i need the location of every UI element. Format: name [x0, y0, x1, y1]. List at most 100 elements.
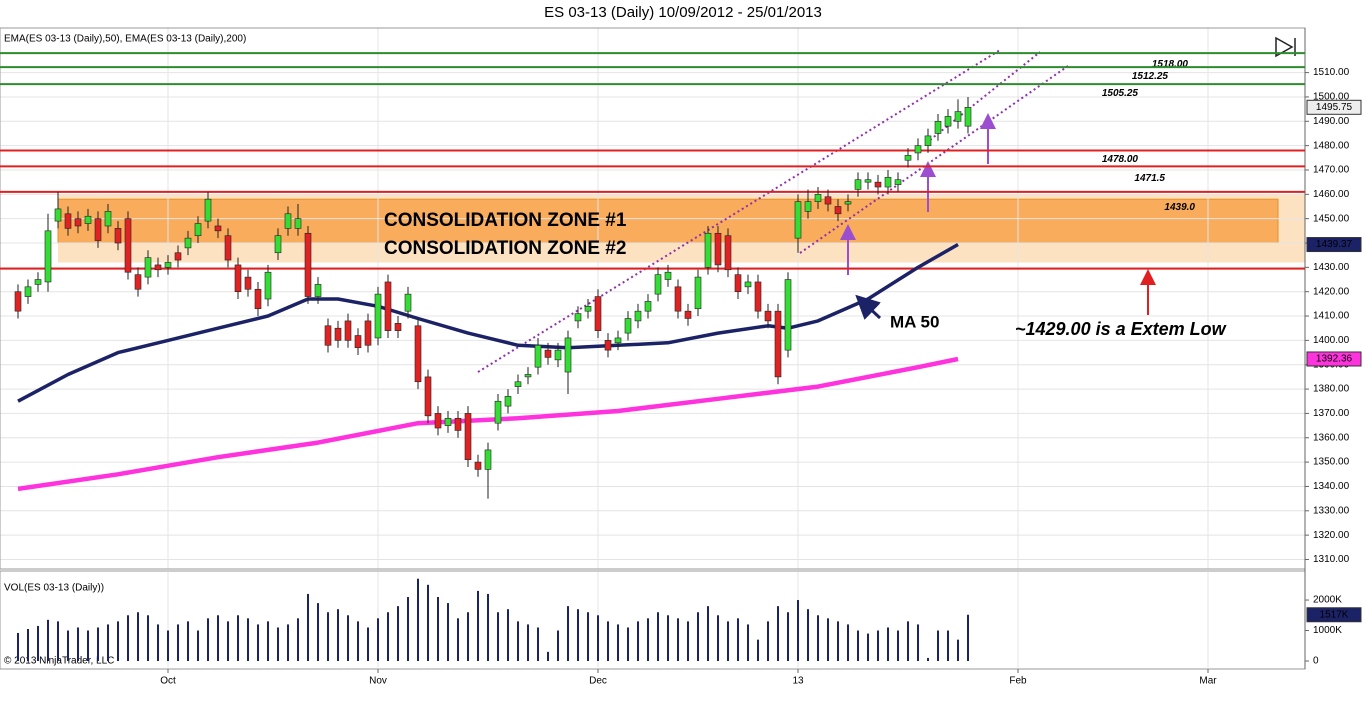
y-tick-label: 1420.00 — [1313, 286, 1350, 297]
candle-body — [424, 376, 432, 417]
candle-body — [244, 276, 252, 290]
level-label: 1505.25 — [1102, 88, 1139, 99]
y-tick-label: 1360.00 — [1313, 432, 1350, 443]
level-label: 1478.00 — [1102, 154, 1139, 165]
zone-note: 1439.0 — [1164, 202, 1195, 213]
candle-body — [334, 327, 342, 341]
ema-line — [17, 242, 959, 403]
candle-body — [734, 274, 742, 292]
candle-body — [414, 325, 422, 383]
volume-tick-label: 0 — [1313, 656, 1319, 667]
candle-body — [84, 215, 92, 224]
candle-body — [644, 301, 652, 312]
candle-body — [844, 201, 852, 205]
y-tick-label: 1510.00 — [1313, 67, 1350, 78]
candle-body — [104, 211, 112, 227]
candle-body — [454, 417, 462, 431]
annotation: MA 50 — [890, 312, 939, 331]
y-tick-label: 1480.00 — [1313, 140, 1350, 151]
channel-line — [477, 49, 1001, 373]
candle-body — [814, 194, 822, 202]
candle-body — [604, 340, 612, 351]
candle-body — [94, 218, 102, 241]
candle-body — [374, 293, 382, 339]
candle-body — [384, 281, 392, 331]
level-label: 1512.25 — [1132, 71, 1169, 82]
price-box — [1306, 607, 1362, 623]
candle-body — [154, 264, 162, 271]
candle-body — [634, 310, 642, 322]
candle-body — [434, 413, 442, 429]
candle-body — [74, 218, 82, 227]
candle-body — [784, 279, 792, 351]
candle-body — [964, 106, 972, 127]
candle-body — [264, 271, 272, 300]
zone-label: CONSOLIDATION ZONE #2 — [384, 238, 626, 259]
zone-label: CONSOLIDATION ZONE #1 — [384, 210, 627, 231]
candle-body — [194, 223, 202, 237]
candle-body — [864, 179, 872, 183]
volume-label: VOL(ES 03-13 (Daily)) — [4, 583, 104, 594]
candle-body — [854, 179, 862, 190]
candle-body — [924, 135, 932, 146]
volume-tick-label: 1000K — [1313, 625, 1342, 636]
candle-body — [474, 461, 482, 470]
x-tick-label: Oct — [160, 676, 176, 687]
candle-body — [224, 235, 232, 261]
candle-body — [484, 449, 492, 470]
candle-body — [614, 337, 622, 344]
chart-title: ES 03-13 (Daily) 10/09/2012 - 25/01/2013 — [544, 4, 822, 21]
candle-body — [404, 293, 412, 312]
candle-body — [564, 337, 572, 373]
arrows — [840, 113, 1156, 320]
candle-body — [904, 155, 912, 161]
y-tick-label: 1490.00 — [1313, 116, 1350, 127]
candle-body — [534, 344, 542, 368]
x-tick-label: Nov — [369, 676, 387, 687]
y-tick-label: 1470.00 — [1313, 165, 1350, 176]
candle-body — [654, 274, 662, 295]
x-tick-label: Dec — [589, 676, 607, 687]
y-tick-label: 1400.00 — [1313, 335, 1350, 346]
candle-body — [44, 230, 52, 283]
candle-body — [804, 201, 812, 212]
candle-body — [64, 213, 72, 229]
price-box-label: 1517K — [1320, 609, 1349, 620]
candle-body — [394, 323, 402, 331]
volume-tick-label: 2000K — [1313, 595, 1342, 606]
candle-body — [344, 320, 352, 341]
candle-body — [494, 400, 502, 424]
candle-body — [354, 335, 362, 348]
candle-body — [584, 306, 592, 312]
candle-body — [514, 381, 522, 387]
level-label: 1471.5 — [1134, 173, 1165, 184]
candle-body — [14, 291, 22, 312]
candle-body — [874, 181, 882, 188]
candle-body — [684, 310, 692, 319]
candle-body — [834, 206, 842, 215]
y-tick-label: 1370.00 — [1313, 408, 1350, 419]
price-box-label: 1392.36 — [1316, 354, 1353, 365]
candle-body — [524, 374, 532, 378]
y-tick-label: 1350.00 — [1313, 457, 1350, 468]
candle-body — [744, 281, 752, 288]
price-box-label: 1439.37 — [1316, 239, 1353, 250]
y-tick-label: 1460.00 — [1313, 189, 1350, 200]
candle-body — [624, 318, 632, 334]
candle-body — [894, 179, 902, 185]
candle-body — [144, 257, 152, 278]
candle-body — [184, 237, 192, 249]
price-box-label: 1495.75 — [1316, 102, 1353, 113]
candle-body — [694, 276, 702, 310]
copyright: © 2013 NinjaTrader, LLC — [4, 656, 114, 667]
price-box — [1306, 351, 1362, 367]
price-box — [1306, 99, 1362, 115]
candle-body — [594, 296, 602, 331]
candle-body — [754, 281, 762, 312]
x-tick-label: Mar — [1199, 676, 1217, 687]
candle-body — [504, 396, 512, 407]
candle-body — [324, 325, 332, 346]
candle-body — [54, 208, 62, 222]
